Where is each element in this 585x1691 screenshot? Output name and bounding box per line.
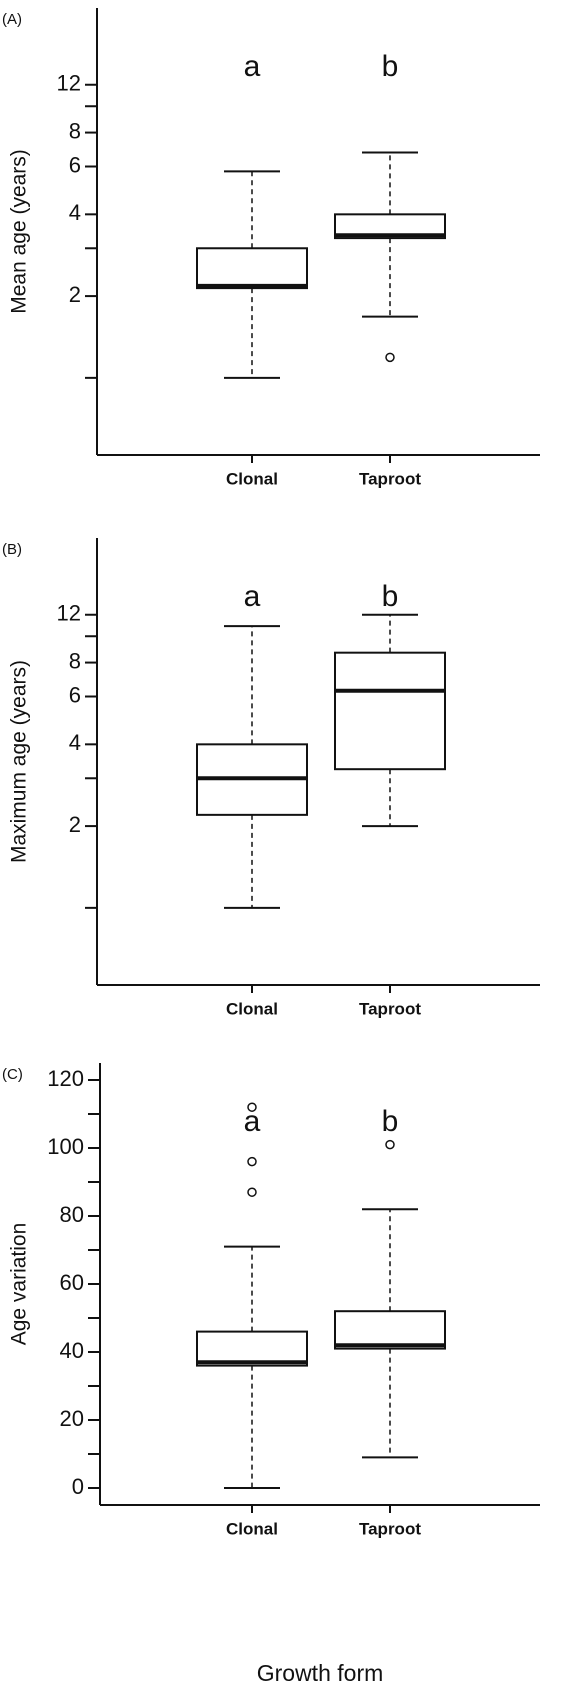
y-tick-label: 0 [72, 1474, 84, 1499]
box [334, 1310, 446, 1350]
outlier [385, 1139, 395, 1150]
y-tick-label: 12 [57, 601, 81, 626]
y-tick-label: 6 [69, 682, 81, 707]
annotation: b [382, 580, 399, 613]
y-axis-label: Mean age (years) [8, 149, 31, 314]
x-tick-label: Taproot [359, 999, 421, 1018]
y-tick-label: 80 [60, 1202, 84, 1227]
y-tick-label: 20 [60, 1406, 84, 1431]
y-tick-label: 40 [60, 1338, 84, 1363]
x-tick-label: Taproot [359, 469, 421, 488]
y-tick-label: 8 [69, 648, 81, 673]
x-tick-label: Clonal [226, 1519, 278, 1538]
box [196, 247, 308, 290]
panel-label: (C) [2, 1066, 23, 1083]
y-tick-label: 100 [47, 1134, 84, 1159]
annotation: b [382, 1105, 399, 1138]
y-axis-label: Age variation [8, 1223, 31, 1346]
x-tick-label: Clonal [226, 469, 278, 488]
panel-label: (A) [2, 11, 22, 28]
y-tick-label: 2 [69, 812, 81, 837]
annotation: b [382, 50, 399, 83]
outlier [247, 1187, 257, 1197]
box [334, 651, 446, 771]
y-axis-label: Maximum age (years) [8, 660, 31, 863]
y-tick-label: 4 [69, 200, 81, 225]
x-tick-label: Taproot [359, 1519, 421, 1538]
y-tick-label: 4 [69, 730, 81, 755]
outlier [247, 1102, 257, 1112]
y-tick-label: 12 [57, 71, 81, 96]
annotation: a [244, 50, 261, 83]
y-tick-label: 120 [47, 1066, 84, 1091]
box [334, 213, 446, 240]
y-tick-label: 6 [69, 152, 81, 177]
panel-label: (B) [2, 541, 22, 558]
y-tick-label: 8 [69, 118, 81, 143]
y-tick-label: 2 [69, 282, 81, 307]
annotation: a [244, 580, 261, 613]
x-tick-label: Clonal [226, 999, 278, 1018]
outlier [385, 352, 395, 363]
annotation: a [244, 1105, 261, 1138]
box [196, 1330, 308, 1367]
y-tick-label: 60 [60, 1270, 84, 1295]
x-axis-label: Growth form [257, 1660, 384, 1686]
outlier [247, 1156, 257, 1167]
